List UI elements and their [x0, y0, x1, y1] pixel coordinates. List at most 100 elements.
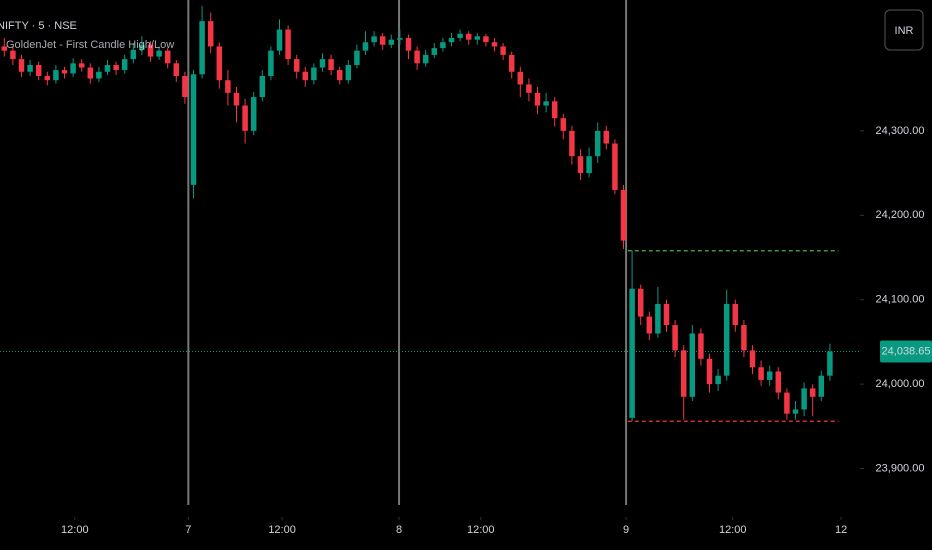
candle-body	[698, 333, 704, 359]
candle-body	[809, 388, 816, 397]
x-tick-label: 8	[396, 524, 402, 536]
candle-body	[302, 71, 309, 81]
candle-body	[293, 59, 300, 72]
symbol-label: NIFTY · 5 · NSE	[0, 20, 77, 32]
candle-body	[526, 84, 532, 93]
candle-body	[10, 50, 16, 60]
candle-body	[225, 80, 231, 93]
candle-body	[405, 37, 412, 51]
candle-body	[388, 39, 395, 45]
candle-body	[328, 59, 334, 71]
candle-body	[336, 70, 343, 81]
x-tick-label: 12:00	[467, 524, 495, 536]
candle-body	[397, 37, 403, 40]
candle-body	[70, 63, 76, 74]
candle-body	[113, 65, 119, 71]
y-tick-label: 23,900.00	[876, 462, 925, 474]
candle-body	[276, 29, 283, 51]
candle-body	[139, 44, 145, 50]
y-tick-label: 24,200.00	[876, 209, 925, 221]
candle-body	[250, 97, 257, 131]
candle-body	[723, 303, 730, 376]
candle-body	[784, 392, 790, 414]
candle-body	[680, 350, 687, 397]
candle-body	[121, 59, 128, 71]
candle-body	[285, 29, 291, 60]
candle-body	[147, 44, 154, 57]
candle-body	[775, 371, 782, 393]
candle-body	[311, 67, 317, 81]
candle-body	[156, 50, 162, 57]
candle-body	[543, 101, 549, 106]
candle-body	[508, 54, 515, 72]
candle-body	[827, 351, 833, 376]
candle-body	[53, 70, 59, 81]
candle-body	[216, 46, 223, 81]
currency-button[interactable]	[884, 9, 924, 51]
candle-body	[414, 50, 420, 64]
candle-body	[164, 50, 171, 64]
candle-body	[182, 75, 188, 98]
candle-body	[27, 65, 33, 72]
candle-body	[715, 375, 721, 385]
candle-body	[646, 316, 653, 334]
candle-body	[78, 63, 85, 68]
candle-body	[259, 75, 266, 98]
x-tick-label: 12:00	[61, 524, 89, 536]
candle-body	[551, 101, 558, 119]
candle-body	[612, 143, 618, 190]
last-price-box	[880, 340, 932, 363]
candle-body	[431, 48, 438, 55]
indicator-label: GoldenJet - First Candle High/Low	[6, 39, 174, 51]
y-tick-label: 24,100.00	[876, 294, 925, 306]
candle-body	[354, 50, 360, 66]
candle-body	[379, 36, 386, 45]
candle-body	[577, 156, 584, 174]
candle-body	[663, 303, 670, 326]
candle-body	[672, 325, 678, 351]
candle-body	[190, 74, 197, 185]
candle-body	[268, 50, 274, 76]
candle-body	[61, 70, 68, 74]
candle-body	[517, 71, 524, 85]
candle-body	[1, 46, 8, 51]
candle-body	[603, 130, 610, 144]
y-tick-label: 24,300.00	[876, 125, 925, 137]
candle-body	[758, 367, 764, 380]
candle-body	[629, 288, 635, 418]
candle-body	[594, 130, 601, 157]
plot: 23,900.00 24,000.00 24,100.00 24,200.00 24,3…	[0, 0, 932, 536]
currency-label: INR	[895, 25, 914, 37]
candle-body	[448, 37, 455, 43]
candle-body	[586, 156, 592, 174]
candle-body	[130, 49, 137, 60]
candle-body	[104, 65, 111, 72]
candle-body	[792, 409, 799, 414]
candle-body	[233, 92, 240, 106]
candle-body	[534, 92, 541, 106]
candle-body	[474, 36, 481, 40]
candle-body	[242, 105, 248, 131]
candle-body	[766, 371, 773, 380]
candle-body	[96, 71, 102, 79]
candle-body	[422, 54, 429, 64]
x-tick-label: 12	[835, 524, 847, 536]
candle-body	[371, 36, 377, 43]
candle-body	[801, 388, 807, 410]
candle-body	[749, 350, 756, 368]
candle-body	[560, 118, 567, 131]
candle-body	[689, 333, 696, 397]
candle-body	[362, 42, 369, 51]
candle-body	[207, 21, 214, 47]
candle-body	[732, 303, 739, 326]
candle-body	[569, 130, 575, 157]
y-tick-label: 24,000.00	[876, 378, 925, 390]
candle-body	[655, 303, 661, 334]
candle-body	[706, 358, 713, 385]
candle-body	[199, 21, 205, 75]
candle-body	[440, 42, 446, 49]
candle-body	[500, 46, 506, 55]
